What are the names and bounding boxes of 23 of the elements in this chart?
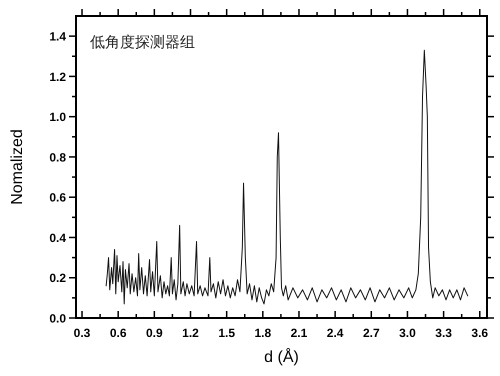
y-axis-title: Nomalized <box>9 129 26 205</box>
x-tick-label: 0.6 <box>110 326 127 340</box>
y-tick-label: 0.0 <box>49 312 66 326</box>
x-tick-label: 0.9 <box>146 326 164 340</box>
y-tick-label: 1.4 <box>49 30 66 44</box>
x-tick-label: 2.1 <box>290 326 308 340</box>
x-tick-label: 1.8 <box>254 326 272 340</box>
y-tick-label: 1.0 <box>49 110 66 124</box>
y-tick-label: 0.4 <box>49 230 66 245</box>
x-tick-label: 2.4 <box>326 326 344 340</box>
y-tick-label: 0.2 <box>49 271 66 286</box>
x-tick-label: 2.7 <box>362 326 380 340</box>
x-tick-label: 3.3 <box>435 326 452 340</box>
x-tick-label: 0.3 <box>74 326 91 340</box>
annotation: 低角度探测器组 <box>90 33 195 51</box>
y-tick-label: 0.6 <box>49 190 66 205</box>
x-tick-label: 1.2 <box>182 326 200 340</box>
x-axis-title: d (Å) <box>264 348 299 366</box>
x-tick-label: 3.6 <box>471 326 488 340</box>
x-tick-label: 3.0 <box>399 326 416 340</box>
y-tick-label: 1.2 <box>49 70 66 84</box>
x-tick-label: 1.5 <box>218 326 236 340</box>
y-tick-label: 0.8 <box>49 150 66 164</box>
